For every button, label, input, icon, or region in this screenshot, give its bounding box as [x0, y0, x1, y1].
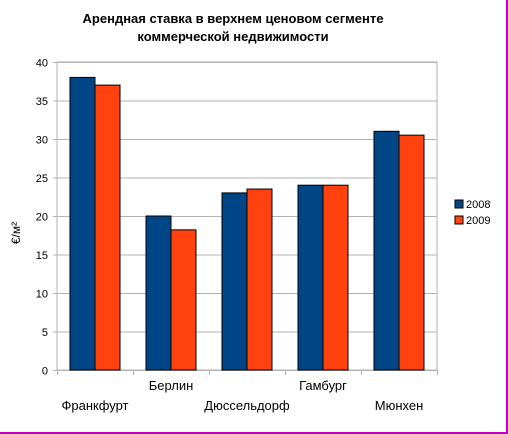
legend-swatch-2009 — [454, 215, 464, 225]
bars — [69, 76, 425, 371]
y-tick-label: 10 — [36, 289, 48, 301]
x-category-label: Гамбург — [299, 378, 347, 393]
legend-label-2008: 2008 — [466, 199, 490, 211]
y-tick-label: 15 — [36, 250, 48, 262]
x-category-label: Мюнхен — [375, 398, 424, 413]
x-category-label: Берлин — [149, 378, 194, 393]
legend: 2008 2009 — [454, 199, 490, 227]
bar-2008-3 — [297, 184, 324, 371]
bar-2009-1 — [170, 229, 197, 371]
y-tick-label: 0 — [42, 366, 48, 378]
y-axis-label: €/м² — [9, 222, 23, 244]
y-tick-label: 40 — [36, 58, 48, 70]
y-tick-label: 5 — [42, 327, 48, 339]
x-category-label: Дюссельдорф — [204, 398, 290, 413]
y-tick-label: 35 — [36, 96, 48, 108]
bar-2009-0 — [94, 84, 121, 371]
x-category-label: Франкфурт — [61, 398, 128, 413]
chart-title-line-1: Арендная ставка в верхнем ценовом сегмен… — [83, 11, 384, 26]
bar-2008-4 — [373, 130, 400, 371]
legend-label-2009: 2009 — [466, 215, 490, 227]
bar-2009-4 — [398, 134, 425, 371]
bar-2008-2 — [221, 192, 248, 371]
legend-swatch-2008 — [454, 199, 464, 209]
y-tick-label: 20 — [36, 212, 48, 224]
bar-2008-1 — [145, 215, 172, 371]
bar-2009-2 — [246, 188, 273, 371]
bar-2008-0 — [69, 76, 96, 371]
chart-title-line-2: коммерческой недвижимости — [137, 29, 328, 44]
axes: 0 5 10 15 20 25 30 35 40 Франкфурт Берлин Дюссельдо… — [36, 58, 438, 413]
bar-2009-3 — [322, 184, 349, 371]
y-tick-label: 30 — [36, 135, 48, 147]
y-tick-label: 25 — [36, 173, 48, 185]
